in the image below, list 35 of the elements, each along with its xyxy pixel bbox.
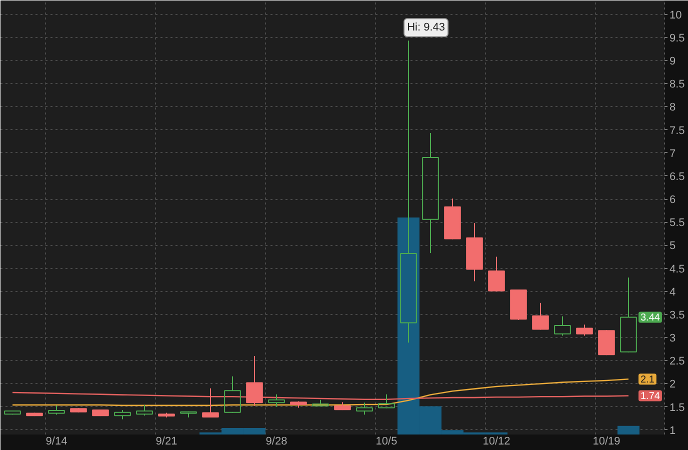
x-tick-label: 10/5 [376,436,398,448]
y-tick-label: 4 [670,286,676,298]
y-tick-label: 4.5 [670,263,685,276]
y-tick-label: 2 [670,378,676,391]
y-tick-label: 1.5 [670,402,685,414]
y-tick-label: 6 [670,194,676,206]
y-tick-label: 6.5 [670,170,685,183]
y-tick-label: 9.5 [670,32,685,44]
candlestick [246,356,263,406]
x-tick-label: 9/28 [266,436,288,448]
y-tick-label: 9 [670,56,676,68]
x-tick-label: 9/14 [46,436,68,448]
candlestick [268,394,285,408]
y-tick-label: 2.5 [670,356,685,368]
y-tick-label: 10 [670,9,682,22]
candlestick [466,222,483,282]
x-tick-label: 10/19 [592,436,620,448]
y-tick-label: 8 [670,102,676,114]
data-label: 1.74 [640,391,660,402]
data-label: 2.1 [640,374,655,386]
x-tick-label: 10/12 [482,436,510,448]
text: 3.44 [640,312,660,324]
y-tick-label: 5 [670,240,676,252]
bar [617,426,640,434]
y-tick-label: 8.5 [670,78,685,91]
y-tick-label: 3 [670,332,676,345]
y-tick-label: 7.5 [670,124,685,137]
y-tick-label: 5.5 [670,217,685,230]
candlestick [422,132,439,254]
x-tick-label: 9/21 [156,436,178,448]
annotation: Hi: 9.43 [407,22,446,34]
y-tick-label: 3.5 [670,309,685,322]
y-tick-label: 7 [670,148,676,160]
candlestick [400,40,417,344]
y-tick-label: 1 [670,424,676,437]
